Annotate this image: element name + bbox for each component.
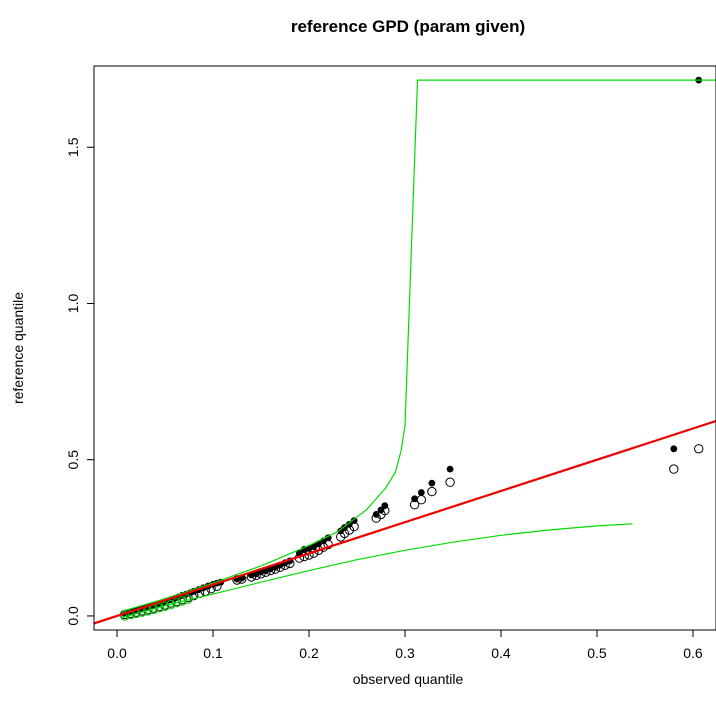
open-point-s1-42 [409,500,420,510]
open-point-s1-38 [349,521,359,532]
x-tick-label: 0.4 [491,645,511,661]
open-point-s1-41 [380,505,390,516]
chart-title: reference GPD (param given) [291,17,525,36]
open-point-s1-36 [339,528,350,539]
plot-area [94,76,716,625]
filled-point-s0-51 [417,489,425,496]
x-tick-label: 0.3 [395,645,415,661]
open-point-s1-46 [669,464,679,474]
open-point-s1-37 [344,525,354,535]
x-tick-label: 0.1 [203,645,223,661]
open-point-s2-9 [171,598,182,608]
plot-frame [93,65,716,631]
x-tick-label: 0.5 [587,645,607,661]
filled-point-s0-52 [428,479,436,487]
open-point-s1-47 [694,444,704,454]
y-axis-label: reference quantile [10,292,26,404]
y-tick-label: 0.0 [65,606,81,626]
lower-band [121,523,633,619]
plot-marks [94,76,716,625]
x-axis: 0.0 0.1 0.2 0.3 0.4 0.5 0.6 [107,630,703,661]
y-tick-label: 0.5 [65,450,81,470]
x-tick-label: 0.0 [107,645,127,661]
reference-line [94,419,716,625]
open-point-s1-43 [416,495,426,505]
y-tick-label: 1.5 [65,137,81,157]
x-tick-label: 0.2 [299,645,319,661]
filled-point-s0-54 [670,445,678,453]
filled-point-s0-47 [372,511,380,518]
open-point-s1-45 [445,477,455,487]
y-tick-label: 1.0 [65,294,81,314]
open-point-s1-32 [313,545,324,555]
open-point-s1-34 [323,539,333,550]
filled-point-s0-46 [350,517,358,524]
filled-point-s0-49 [381,502,389,510]
open-point-s1-44 [427,486,437,497]
filled-point-s0-53 [446,465,454,473]
x-axis-label: observed quantile [353,671,464,687]
y-axis: 0.0 0.5 1.0 1.5 [65,137,94,626]
x-tick-label: 0.6 [683,645,703,661]
upper-band [121,79,716,612]
